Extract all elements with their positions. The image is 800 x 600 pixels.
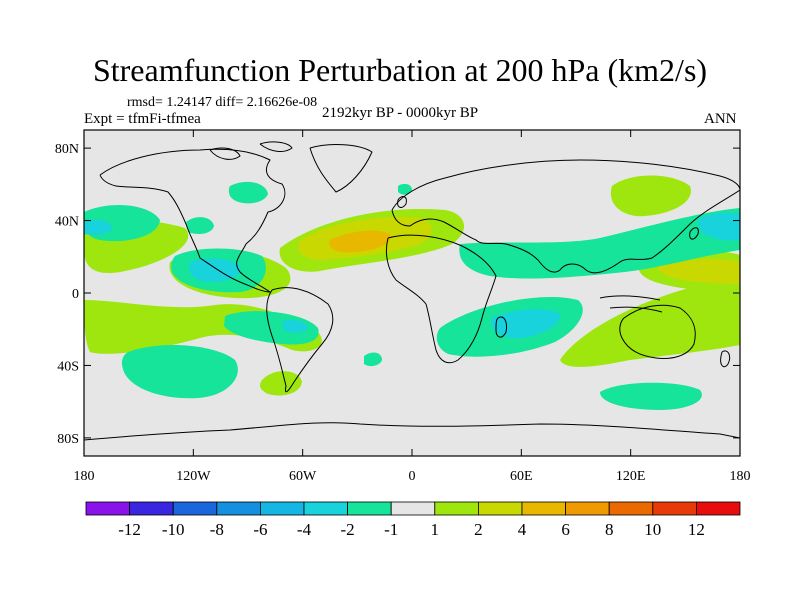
north-america-coast <box>99 148 286 293</box>
japan-coast <box>689 227 699 240</box>
negative-anomaly-region <box>224 311 319 345</box>
australia-coast <box>619 304 696 359</box>
negative-anomaly-region <box>398 183 412 195</box>
new-zealand-coast <box>720 350 731 368</box>
chart-title: Streamfunction Perturbation at 200 hPa (… <box>92 52 708 88</box>
eurasia-coast <box>391 159 740 274</box>
madagascar-coast <box>495 316 507 338</box>
colorbar-swatch <box>172 501 218 516</box>
colorbar-label: 6 <box>561 520 570 539</box>
colorbar-label: -2 <box>341 520 355 539</box>
lat-tick-label: 0 <box>72 287 79 302</box>
contour-fills <box>84 175 740 410</box>
colorbar-swatch <box>85 501 130 516</box>
negative-anomaly-region <box>600 382 702 410</box>
lon-tick-label: 120W <box>176 469 211 484</box>
negative-anomaly-region <box>186 217 214 234</box>
lon-tick-label: 60E <box>510 469 533 484</box>
lat-tick-label: 80N <box>55 142 79 157</box>
period-label: 2192kyr BP - 0000kyr BP <box>322 105 479 121</box>
colorbar-swatch <box>477 501 523 516</box>
colorbar-swatch <box>696 501 741 516</box>
positive-anomaly-region <box>560 282 740 367</box>
colorbar-swatch <box>390 501 436 516</box>
colorbar-labels: -12 -10 -8 -6 -4 -2 -1 1 2 4 6 8 10 12 <box>118 520 705 539</box>
colorbar-label: -6 <box>253 520 267 539</box>
greenland-coast <box>309 144 373 193</box>
colorbar-label: -1 <box>384 520 398 539</box>
colorbar-swatch <box>259 501 305 516</box>
season-label: ANN <box>704 111 737 127</box>
positive-anomaly-region <box>260 371 302 396</box>
colorbar-label: -10 <box>162 520 185 539</box>
experiment-label: Expt = tfmFi-tfmea <box>84 111 201 127</box>
colorbar-swatch <box>303 501 348 516</box>
colorbar-label: 4 <box>518 520 527 539</box>
lon-tick-label: 60W <box>289 469 317 484</box>
negative-anomaly-region <box>121 345 238 399</box>
colorbar-swatch <box>216 501 261 516</box>
africa-coast <box>385 234 497 364</box>
colorbar-label: 10 <box>644 520 661 539</box>
colorbar-swatch <box>565 501 610 516</box>
stats-text: rmsd= 1.24147 diff= 2.16626e-08 <box>127 95 318 110</box>
colorbar-label: 12 <box>688 520 705 539</box>
lat-tick-label: 40N <box>55 215 79 230</box>
lon-tick-label: 0 <box>409 469 416 484</box>
arctic-islands-coast <box>209 141 293 160</box>
positive-anomaly-peak <box>329 230 391 253</box>
negative-anomaly-region <box>228 181 268 204</box>
positive-anomaly-core <box>658 258 740 284</box>
negative-anomaly-core <box>698 212 740 241</box>
colorbar-label: -4 <box>297 520 312 539</box>
colorbar-label: -12 <box>118 520 141 539</box>
lat-tick-label: 40S <box>57 359 79 374</box>
negative-anomaly-core <box>84 220 112 235</box>
lon-tick-label: 180 <box>730 469 751 484</box>
positive-anomaly-region <box>610 175 691 217</box>
antarctica-coast <box>84 422 740 441</box>
negative-anomaly-core <box>282 320 308 333</box>
indonesia-coast <box>599 295 663 313</box>
colorbar-label: -8 <box>210 520 224 539</box>
south-america-coast <box>266 287 334 393</box>
lat-tick-label: 80S <box>57 432 79 447</box>
uk-coast <box>397 196 407 208</box>
negative-anomaly-core <box>491 309 561 339</box>
colorbar-label: 8 <box>605 520 614 539</box>
lon-tick-label: 180 <box>74 469 95 484</box>
colorbar-swatch <box>129 501 174 516</box>
negative-anomaly-region <box>364 352 382 367</box>
colorbar-swatch <box>608 501 654 516</box>
colorbar-swatch <box>652 501 697 516</box>
colorbar-swatch <box>347 501 392 516</box>
coastlines <box>84 141 740 441</box>
colorbar-label: 1 <box>431 520 440 539</box>
colorbar-swatch <box>521 501 566 516</box>
axis-ticks <box>83 130 741 456</box>
negative-anomaly-region <box>459 208 740 279</box>
colorbar-label: 2 <box>474 520 483 539</box>
lon-tick-label: 120E <box>616 469 646 484</box>
axis-labels: 80N 40N 0 40S 80S 180 120W 60W 0 60E 120E 180 <box>55 142 751 484</box>
colorbar <box>85 501 741 516</box>
colorbar-swatch <box>434 501 479 516</box>
